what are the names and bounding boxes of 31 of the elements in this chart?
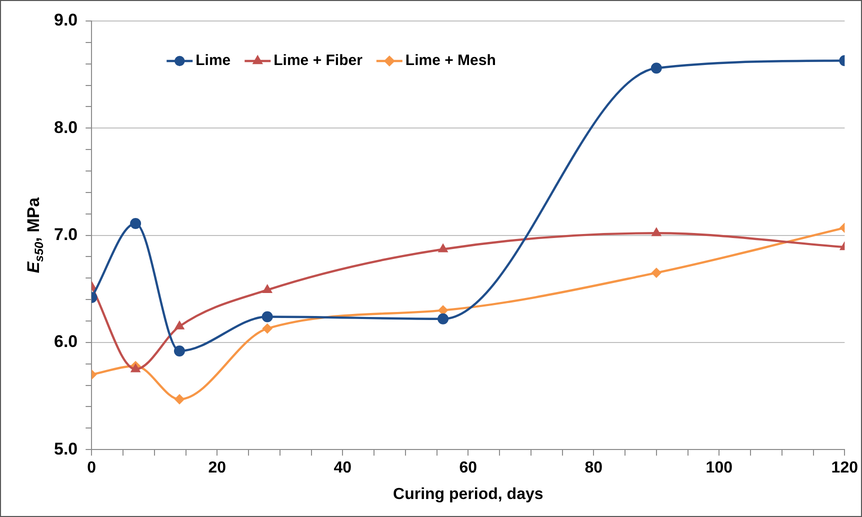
x-tick-label: 20 (208, 460, 226, 477)
x-axis-title: Curing period, days (393, 486, 544, 503)
y-axis-title: Es50, MPa (24, 196, 46, 274)
legend-label: Lime + Mesh (405, 52, 496, 70)
point (652, 228, 662, 236)
y-tick-label: 9.0 (54, 10, 78, 30)
point (438, 244, 448, 252)
point (174, 346, 185, 357)
legend-label: Lime + Fiber (274, 52, 363, 70)
point (174, 320, 184, 330)
x-tick-label: 80 (584, 460, 603, 477)
point (650, 62, 662, 74)
point (130, 364, 140, 372)
point (438, 313, 449, 324)
x-tick-label: 0 (87, 460, 96, 477)
x-tick-label: 100 (706, 460, 733, 477)
y-tick-label: 8.0 (54, 118, 78, 137)
y-tick-label: 7.0 (54, 224, 78, 244)
point (130, 218, 142, 230)
x-tick-label: 120 (831, 460, 858, 477)
point (174, 394, 184, 404)
point (651, 268, 662, 278)
y-tick-label: 6.0 (54, 332, 78, 352)
y-tick-label: 5.0 (54, 439, 78, 458)
x-tick-label: 40 (334, 460, 352, 477)
point (262, 311, 273, 322)
legend-label: Lime (196, 52, 231, 70)
x-tick-label: 60 (459, 460, 478, 477)
point (438, 305, 448, 316)
point (262, 284, 272, 293)
point (262, 324, 272, 334)
